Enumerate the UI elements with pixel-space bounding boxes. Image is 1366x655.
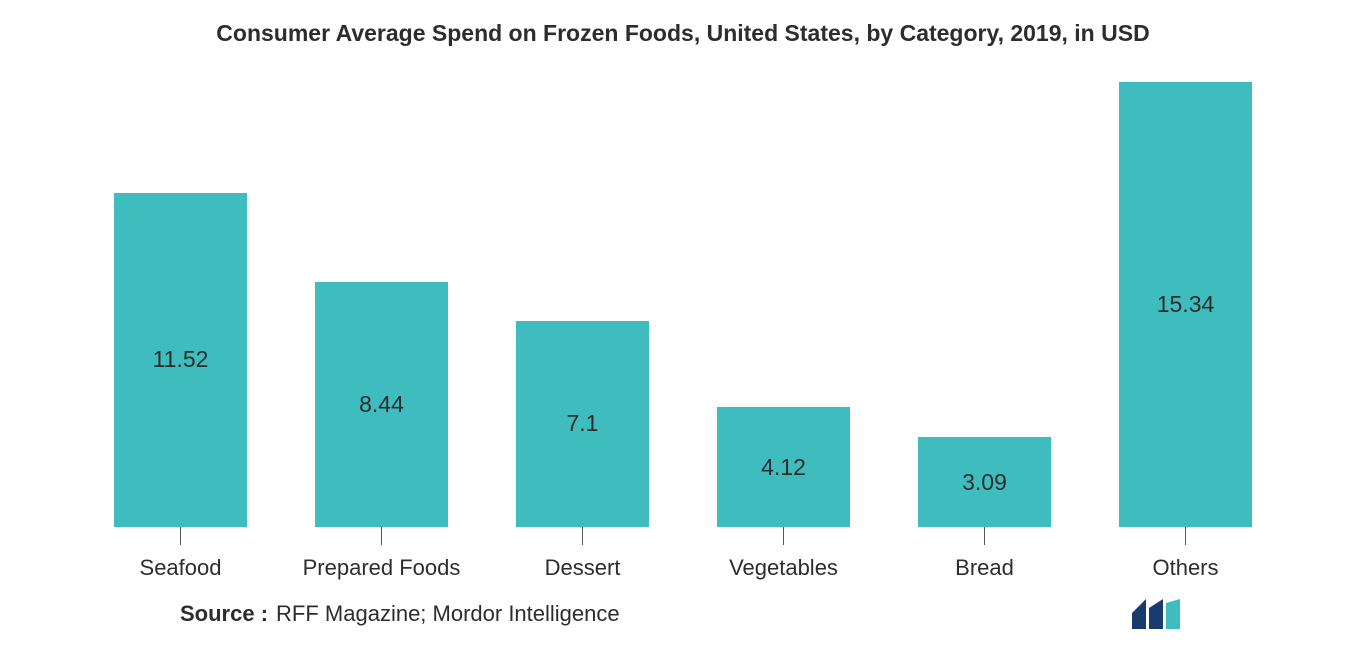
category-label: Vegetables <box>683 555 884 581</box>
category-cell: Dessert <box>482 527 683 581</box>
bar-slot: 7.1 <box>482 77 683 527</box>
bar-value-label: 11.52 <box>153 346 209 373</box>
axis-tick <box>1185 527 1186 545</box>
source-line: Source : RFF Magazine; Mordor Intelligen… <box>180 601 620 627</box>
chart-footer: Source : RFF Magazine; Mordor Intelligen… <box>180 599 1286 629</box>
bar-value-label: 15.34 <box>1157 291 1215 318</box>
chart-title: Consumer Average Spend on Frozen Foods, … <box>40 20 1326 47</box>
bar: 8.44 <box>315 282 448 527</box>
category-axis: SeafoodPrepared FoodsDessertVegetablesBr… <box>80 527 1286 581</box>
axis-tick <box>582 527 583 545</box>
chart-container: Consumer Average Spend on Frozen Foods, … <box>0 0 1366 655</box>
bar: 11.52 <box>114 193 247 527</box>
category-label: Others <box>1085 555 1286 581</box>
bar-slot: 3.09 <box>884 77 1085 527</box>
category-cell: Others <box>1085 527 1286 581</box>
bar-slot: 15.34 <box>1085 77 1286 527</box>
bar: 4.12 <box>717 407 850 527</box>
bar: 7.1 <box>516 321 649 527</box>
bar-value-label: 4.12 <box>761 454 806 481</box>
axis-tick <box>381 527 382 545</box>
source-label: Source : <box>180 601 268 627</box>
category-label: Bread <box>884 555 1085 581</box>
category-label: Dessert <box>482 555 683 581</box>
category-cell: Bread <box>884 527 1085 581</box>
bar-slot: 4.12 <box>683 77 884 527</box>
category-cell: Seafood <box>80 527 281 581</box>
category-label: Seafood <box>80 555 281 581</box>
bar-slot: 11.52 <box>80 77 281 527</box>
bar-value-label: 8.44 <box>359 391 404 418</box>
category-label: Prepared Foods <box>281 555 482 581</box>
mordor-logo-icon <box>1132 599 1186 629</box>
bar-slot: 8.44 <box>281 77 482 527</box>
source-text: RFF Magazine; Mordor Intelligence <box>276 601 620 627</box>
plot-area: 11.52 8.44 7.1 4.12 3.09 15.34 <box>80 77 1286 527</box>
category-cell: Vegetables <box>683 527 884 581</box>
bar-value-label: 7.1 <box>567 410 599 437</box>
bar-value-label: 3.09 <box>962 469 1007 496</box>
bar: 3.09 <box>918 437 1051 527</box>
axis-tick <box>984 527 985 545</box>
axis-tick <box>180 527 181 545</box>
category-cell: Prepared Foods <box>281 527 482 581</box>
bar: 15.34 <box>1119 82 1252 527</box>
axis-tick <box>783 527 784 545</box>
